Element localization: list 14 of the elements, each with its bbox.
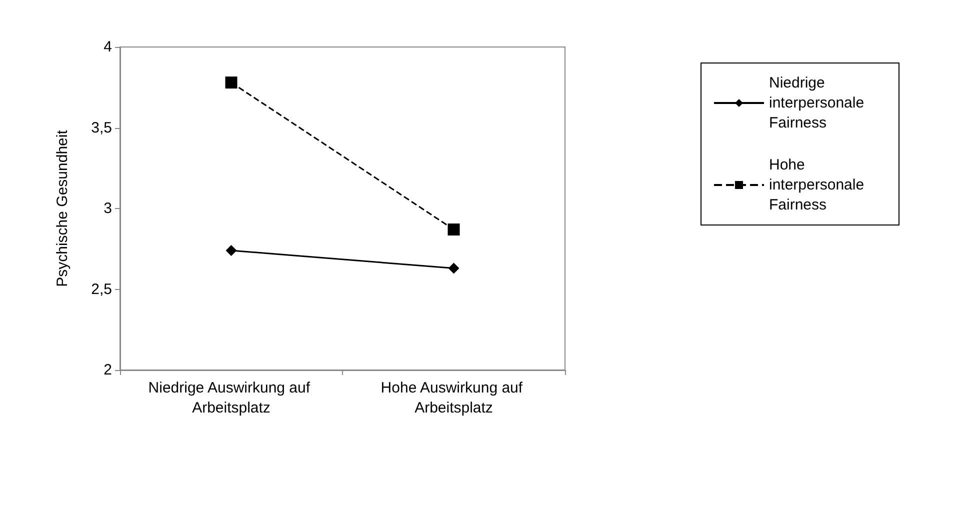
y-tick-label: 3 [104,200,112,217]
legend-label: Niedrige interpersonale Fairness [769,74,868,132]
y-tick-label: 4 [104,38,112,56]
y-tick-label: 2 [104,362,112,378]
y-tick-label: 3,5 [91,119,112,136]
point [448,223,460,236]
y-tick-label: 2,5 [91,280,112,298]
x-tick-label: Hohe Auswirkung auf Arbeitsplatz [380,380,527,416]
point [225,76,238,89]
x-tick-label: Niedrige Auswirkung auf Arbeitsplatz [148,380,314,416]
point [448,262,460,274]
point [226,244,237,256]
legend-label: Hohe interpersonale Fairness [769,156,868,214]
y-axis-title: Psychische Gesundheit [54,129,71,287]
